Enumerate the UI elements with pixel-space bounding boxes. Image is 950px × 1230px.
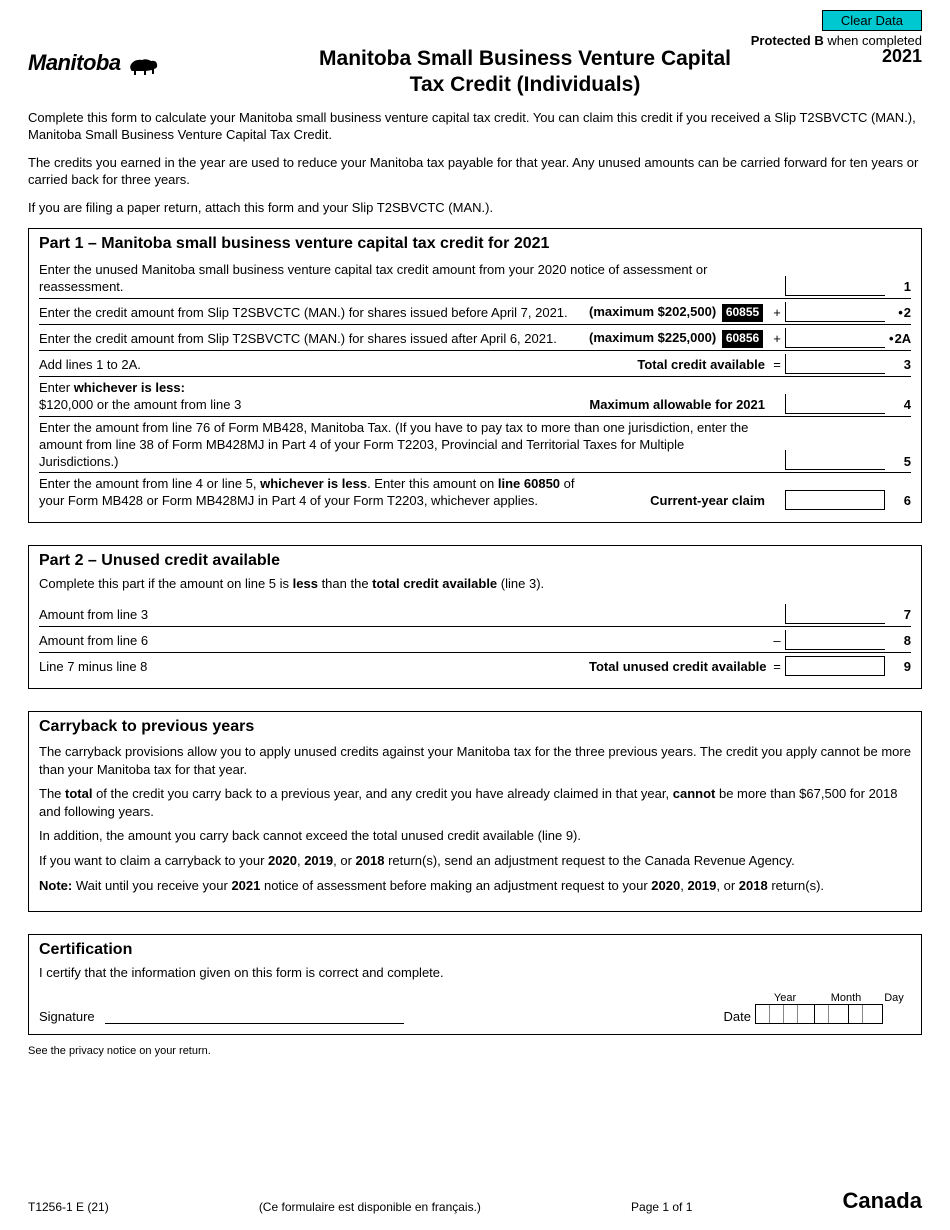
- intro-p1: Complete this form to calculate your Man…: [28, 109, 922, 144]
- carry-p1: The carryback provisions allow you to ap…: [39, 743, 911, 778]
- line-7-num: 7: [885, 607, 911, 624]
- line-7-field[interactable]: [785, 604, 885, 624]
- signature-label: Signature: [39, 1009, 95, 1024]
- line-9-num: 9: [885, 659, 911, 676]
- canada-logo: Canada: [843, 1188, 922, 1214]
- date-year-field[interactable]: [755, 1004, 815, 1024]
- carry-p3: In addition, the amount you carry back c…: [39, 827, 911, 845]
- carryback-box: Carryback to previous years The carrybac…: [28, 711, 922, 912]
- part-2-intro: Complete this part if the amount on line…: [39, 576, 911, 591]
- carry-p4: If you want to claim a carryback to your…: [39, 852, 911, 870]
- line-2a-field[interactable]: [785, 328, 885, 348]
- french-note: (Ce formulaire est disponible en françai…: [259, 1200, 481, 1214]
- tax-year: 2021: [842, 44, 922, 67]
- line-2-num: 2: [885, 305, 911, 322]
- line-9-field[interactable]: [785, 656, 885, 676]
- privacy-notice: See the privacy notice on your return.: [28, 1045, 922, 1057]
- line-1-field[interactable]: [785, 276, 885, 296]
- day-label: Day: [877, 992, 911, 1004]
- line-2a-desc: Enter the credit amount from Slip T2SBVC…: [39, 331, 589, 348]
- line-6-desc: Enter the amount from line 4 or line 5, …: [39, 476, 589, 510]
- line-4-num: 4: [885, 397, 911, 414]
- line-5-field[interactable]: [785, 450, 885, 470]
- part-2-box: Part 2 – Unused credit available Complet…: [28, 545, 922, 689]
- line-8-desc: Amount from line 6: [39, 633, 769, 650]
- line-8-field[interactable]: [785, 630, 885, 650]
- line-2-field[interactable]: [785, 302, 885, 322]
- manitoba-logo: Manitoba: [28, 44, 208, 78]
- carry-note: Note: Wait until you receive your 2021 n…: [39, 877, 911, 895]
- cert-text: I certify that the information given on …: [39, 965, 911, 980]
- part-2-title: Part 2 – Unused credit available: [39, 552, 911, 570]
- date-day-field[interactable]: [849, 1004, 883, 1024]
- year-label: Year: [755, 992, 815, 1004]
- carry-p2: The total of the credit you carry back t…: [39, 785, 911, 820]
- signature-field[interactable]: [105, 1006, 404, 1024]
- page-number: Page 1 of 1: [631, 1200, 692, 1214]
- part-1-title: Part 1 – Manitoba small business venture…: [39, 235, 911, 253]
- line-4-desc: Enter whichever is less: $120,000 or the…: [39, 380, 589, 414]
- clear-data-button[interactable]: Clear Data: [822, 10, 922, 31]
- date-month-field[interactable]: [815, 1004, 849, 1024]
- code-60855: 60855: [722, 304, 763, 322]
- cert-title: Certification: [39, 941, 911, 959]
- line-6-num: 6: [885, 493, 911, 510]
- line-5-num: 5: [885, 454, 911, 471]
- carryback-title: Carryback to previous years: [39, 718, 911, 736]
- intro-p2: The credits you earned in the year are u…: [28, 154, 922, 189]
- line-4-field[interactable]: [785, 394, 885, 414]
- part-1-box: Part 1 – Manitoba small business venture…: [28, 228, 922, 523]
- intro-p3: If you are filing a paper return, attach…: [28, 199, 922, 217]
- line-3-num: 3: [885, 357, 911, 374]
- line-3-desc: Add lines 1 to 2A.: [39, 357, 589, 374]
- line-2a-num: 2A: [885, 331, 911, 348]
- line-1-desc: Enter the unused Manitoba small business…: [39, 262, 769, 296]
- line-8-num: 8: [885, 633, 911, 650]
- form-title: Manitoba Small Business Venture CapitalT…: [208, 46, 842, 99]
- form-id: T1256-1 E (21): [28, 1200, 109, 1214]
- line-7-desc: Amount from line 3: [39, 607, 769, 624]
- line-9-desc: Line 7 minus line 8: [39, 659, 589, 676]
- code-60856: 60856: [722, 330, 763, 348]
- date-label: Date: [724, 1009, 751, 1024]
- month-label: Month: [829, 992, 863, 1004]
- certification-box: Certification I certify that the informa…: [28, 934, 922, 1035]
- line-3-field[interactable]: [785, 354, 885, 374]
- line-2-desc: Enter the credit amount from Slip T2SBVC…: [39, 305, 589, 322]
- line-5-desc: Enter the amount from line 76 of Form MB…: [39, 420, 769, 471]
- line-1-num: 1: [885, 279, 911, 296]
- line-6-field[interactable]: [785, 490, 885, 510]
